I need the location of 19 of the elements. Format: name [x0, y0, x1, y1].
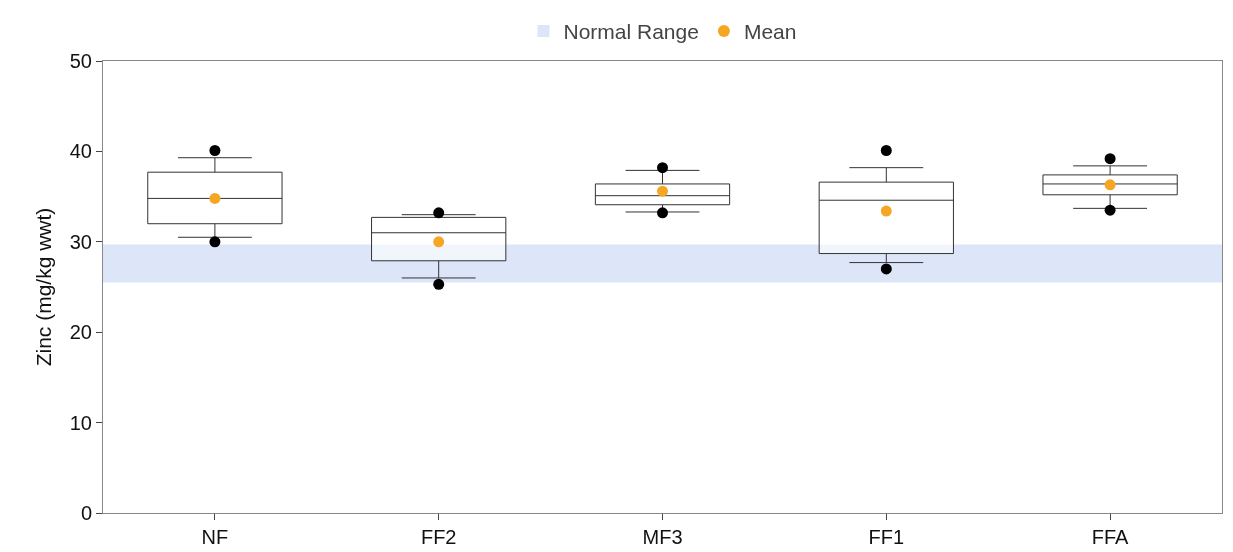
y-tick-label: 20 — [69, 321, 92, 344]
x-tick-label: MF3 — [642, 526, 683, 548]
x-tick-label: FF1 — [868, 526, 905, 548]
x-tick-label: FFA — [1091, 526, 1130, 548]
y-tick-label: 40 — [69, 140, 92, 163]
y-tick-label: 0 — [80, 502, 92, 524]
point — [209, 192, 221, 204]
legend-label: Normal Range — [563, 20, 699, 44]
point — [657, 185, 668, 197]
x-tick-label: FF2 — [420, 526, 457, 548]
point — [880, 205, 892, 217]
point — [433, 236, 445, 248]
y-tick-label: 10 — [69, 411, 92, 434]
y-tick-label: 50 — [69, 50, 92, 72]
y-axis-title: Zinc (mg/kg wwt) — [32, 207, 55, 367]
legend-label: Mean — [743, 20, 797, 44]
point — [1104, 179, 1116, 191]
x-tick-label: NF — [201, 526, 229, 548]
y-tick-label: 30 — [69, 230, 92, 253]
